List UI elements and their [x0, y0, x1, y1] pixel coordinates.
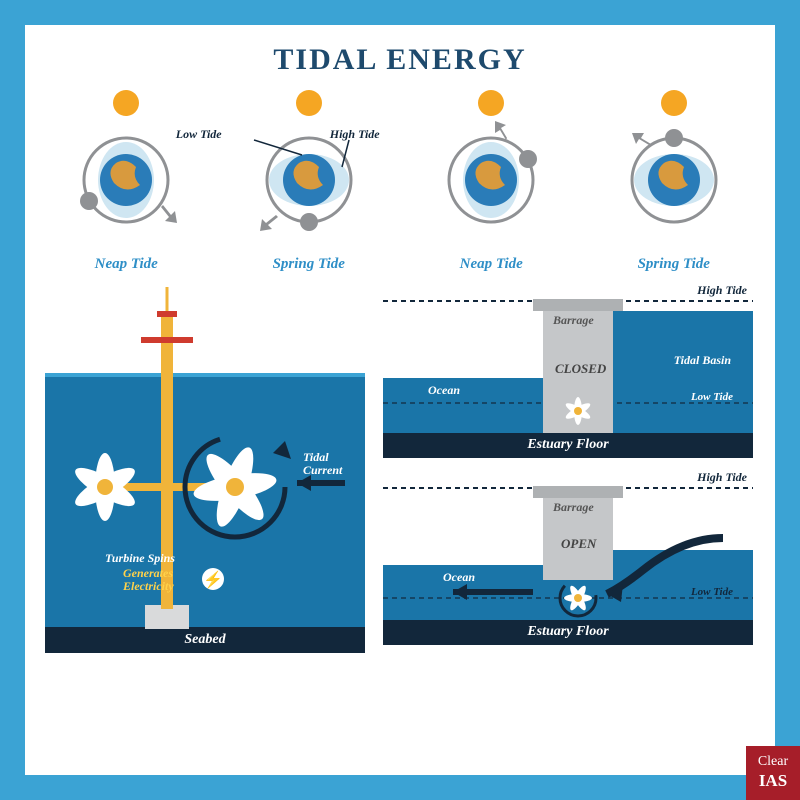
inner-canvas: TIDAL ENERGY Neap Tide Low Tide High Tid… — [25, 25, 775, 775]
tide-caption: Neap Tide — [41, 256, 211, 273]
barrage-label: Barrage — [553, 313, 594, 328]
logo-line2: IAS — [746, 771, 800, 791]
estuary-label: Estuary Floor — [383, 619, 753, 645]
low-tide-annot: Low Tide — [176, 127, 222, 142]
tidal-basin-label: Tidal Basin — [674, 353, 731, 368]
barrage-label: Barrage — [553, 500, 594, 515]
tide-caption: Neap Tide — [406, 256, 576, 273]
logo-line1: Clear — [746, 754, 800, 771]
outer-frame: TIDAL ENERGY Neap Tide Low Tide High Tid… — [0, 0, 800, 800]
tide-caption: Spring Tide — [589, 256, 759, 273]
tide-diagram-icon — [224, 85, 394, 245]
open-label: OPEN — [561, 536, 596, 552]
tide-diagram-icon — [406, 85, 576, 245]
high-tide-label: High Tide — [697, 283, 747, 298]
high-tide-label: High Tide — [697, 470, 747, 485]
lower-panels: ⚡ Tidal Current Turbine Spins Generates … — [25, 273, 775, 653]
tide-phase-spring-2: Spring Tide — [589, 85, 759, 273]
barrage-panels: High Tide Barrage CLOSED Ocean Tidal Bas… — [383, 283, 753, 653]
tide-phase-neap-2: Neap Tide — [406, 85, 576, 273]
barrage-open-panel: High Tide Barrage OPEN Ocean Low Tide Es… — [383, 470, 753, 645]
tide-caption: Spring Tide — [224, 256, 394, 273]
barrage-closed-panel: High Tide Barrage CLOSED Ocean Tidal Bas… — [383, 283, 753, 458]
ocean-label: Ocean — [428, 383, 460, 398]
low-tide-label: Low Tide — [691, 391, 733, 403]
tide-diagram-icon — [589, 85, 759, 245]
page-title: TIDAL ENERGY — [25, 25, 775, 77]
tide-diagram-icon — [41, 85, 211, 245]
turbine-panel: ⚡ Tidal Current Turbine Spins Generates … — [45, 283, 365, 653]
seabed-label: Seabed — [45, 627, 365, 653]
tide-phase-neap-1: Neap Tide — [41, 85, 211, 273]
high-tide-annot: High Tide — [330, 127, 380, 142]
tidal-current-label: Tidal Current — [303, 451, 361, 477]
svg-text:⚡: ⚡ — [203, 570, 223, 589]
ocean-label: Ocean — [443, 570, 475, 585]
low-tide-label: Low Tide — [691, 586, 733, 598]
tide-phase-row: Neap Tide Low Tide High Tide Spring Tide — [25, 77, 775, 273]
tide-phase-spring-1: Low Tide High Tide Spring Tide — [224, 85, 394, 273]
estuary-label: Estuary Floor — [383, 432, 753, 458]
generates-label: Generates Electricity — [123, 567, 203, 593]
clearias-logo: Clear IAS — [746, 746, 800, 800]
closed-label: CLOSED — [555, 361, 606, 377]
turbine-spins-label: Turbine Spins — [105, 551, 175, 566]
